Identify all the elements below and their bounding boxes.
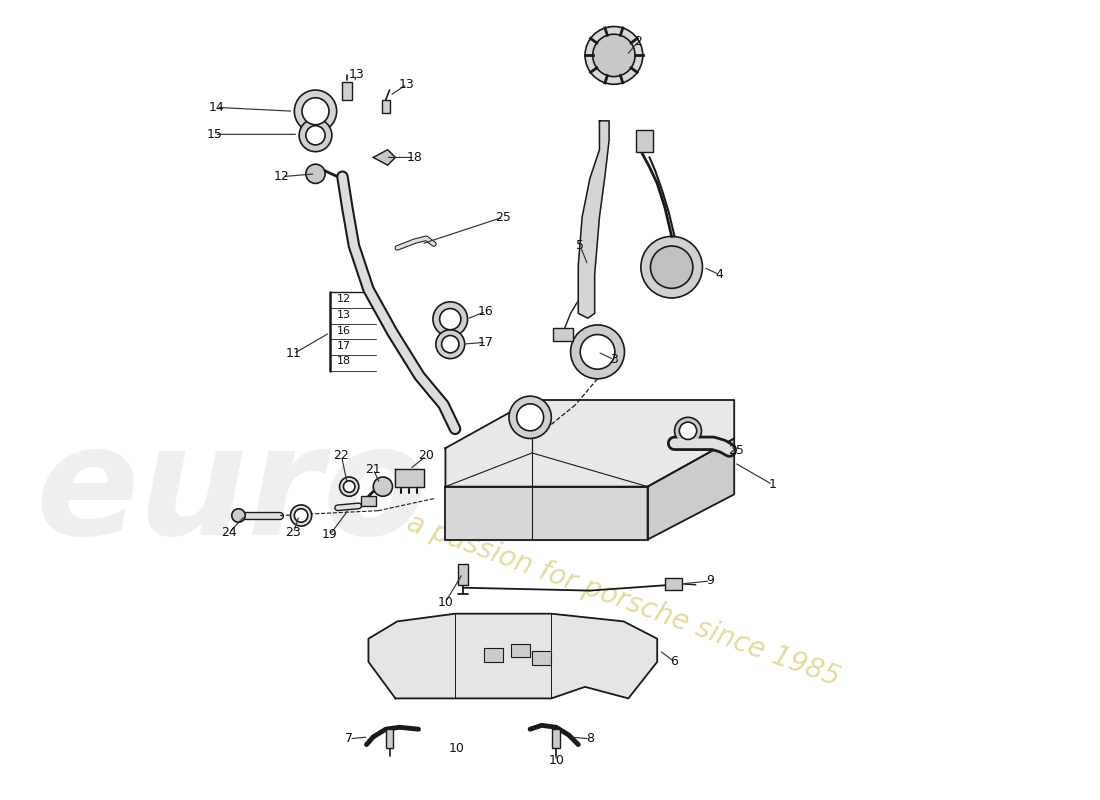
Bar	[532, 651, 551, 665]
Circle shape	[509, 396, 551, 438]
Text: 3: 3	[610, 353, 618, 366]
Circle shape	[340, 477, 359, 496]
Circle shape	[290, 505, 311, 526]
Polygon shape	[446, 400, 734, 486]
Text: 10: 10	[438, 596, 453, 609]
Text: 7: 7	[345, 732, 353, 746]
Text: euro: euro	[35, 418, 428, 567]
Bar	[664, 578, 682, 590]
Circle shape	[517, 404, 543, 431]
Text: 8: 8	[586, 732, 594, 746]
Text: 17: 17	[477, 336, 494, 349]
Circle shape	[302, 98, 329, 125]
Text: 2: 2	[634, 35, 642, 49]
Bar	[552, 730, 560, 749]
Bar	[484, 648, 503, 662]
Polygon shape	[395, 470, 425, 486]
Text: 15: 15	[207, 128, 222, 141]
Text: 23: 23	[286, 526, 301, 539]
Circle shape	[571, 325, 625, 379]
Circle shape	[299, 119, 332, 152]
Text: 21: 21	[365, 463, 381, 476]
Text: 25: 25	[495, 210, 512, 224]
Circle shape	[343, 481, 355, 493]
Bar	[553, 328, 572, 342]
Polygon shape	[368, 614, 657, 698]
Text: 22: 22	[333, 450, 350, 462]
Circle shape	[295, 90, 337, 133]
Bar	[636, 130, 653, 152]
Circle shape	[580, 334, 615, 369]
Circle shape	[295, 509, 308, 522]
Circle shape	[232, 509, 245, 522]
Circle shape	[650, 246, 693, 288]
Text: 16: 16	[478, 305, 494, 318]
Circle shape	[306, 164, 326, 183]
Bar	[342, 82, 352, 100]
Bar	[361, 496, 376, 506]
Circle shape	[373, 477, 393, 496]
Text: 10: 10	[449, 742, 465, 755]
Text: 19: 19	[322, 528, 338, 542]
Text: 10: 10	[548, 754, 564, 767]
Text: 9: 9	[706, 574, 714, 587]
Text: 12: 12	[337, 294, 351, 304]
Text: 11: 11	[286, 347, 301, 360]
Text: 12: 12	[274, 170, 289, 183]
Text: 6: 6	[671, 655, 679, 668]
Text: 13: 13	[349, 68, 365, 81]
Polygon shape	[373, 150, 395, 165]
Bar	[510, 643, 530, 657]
Circle shape	[306, 126, 326, 145]
Circle shape	[680, 422, 696, 439]
Text: 1: 1	[769, 478, 777, 491]
Circle shape	[641, 236, 703, 298]
Text: 25: 25	[728, 443, 744, 457]
Bar	[386, 730, 394, 749]
Bar	[382, 100, 389, 113]
Text: 18: 18	[407, 151, 422, 164]
Circle shape	[593, 34, 635, 77]
Circle shape	[674, 418, 702, 444]
Circle shape	[433, 302, 468, 337]
Text: 4: 4	[716, 268, 724, 282]
Text: a passion for porsche since 1985: a passion for porsche since 1985	[404, 509, 844, 692]
Text: 20: 20	[418, 450, 434, 462]
Text: 14: 14	[209, 101, 224, 114]
Circle shape	[436, 330, 464, 358]
Circle shape	[441, 335, 459, 353]
Polygon shape	[579, 121, 609, 318]
Circle shape	[585, 26, 642, 84]
Text: 13: 13	[337, 310, 351, 320]
Text: 16: 16	[337, 326, 351, 336]
Text: 5: 5	[576, 239, 584, 253]
Polygon shape	[446, 486, 648, 539]
Circle shape	[440, 309, 461, 330]
Text: 13: 13	[399, 78, 415, 90]
Text: 18: 18	[337, 357, 351, 366]
Polygon shape	[648, 438, 734, 539]
Text: 17: 17	[337, 341, 351, 351]
Text: 24: 24	[221, 526, 236, 539]
Bar	[458, 564, 468, 585]
